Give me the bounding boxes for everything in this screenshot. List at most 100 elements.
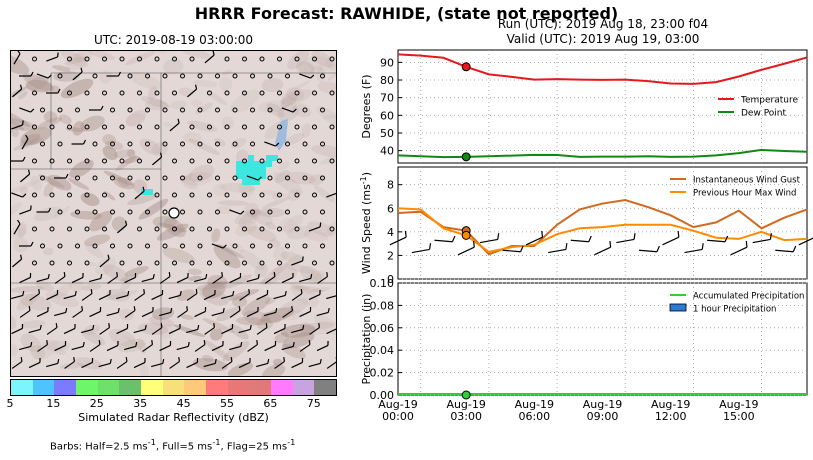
- wind-barb: [134, 289, 146, 301]
- calm-wind-circle: [75, 209, 80, 215]
- barb-feather: [169, 340, 172, 346]
- barb-shaft: [116, 327, 128, 335]
- hourly-wind-barb: [638, 245, 660, 253]
- barb-feather: [28, 306, 31, 311]
- calm-wind-circle: [277, 226, 282, 232]
- wind-barb: [89, 105, 104, 111]
- wind-barb: [46, 323, 58, 335]
- barb-shaft: [299, 277, 311, 283]
- hourly-wind-barb: [594, 240, 612, 256]
- calm-wind-circle: [154, 90, 160, 96]
- radar-reflectivity-map: [10, 50, 337, 377]
- calm-wind-circle: [285, 73, 290, 79]
- calm-wind-circle: [224, 56, 230, 62]
- barb-shaft: [141, 310, 154, 318]
- calm-wind-circle: [172, 158, 177, 164]
- barb-shaft: [98, 293, 111, 301]
- calm-wind-circle: [92, 209, 98, 215]
- terrain-patch: [18, 91, 28, 100]
- reflectivity-cell: [242, 161, 248, 167]
- calm-wind-circle: [110, 243, 115, 249]
- terrain-patch: [229, 324, 249, 340]
- calm-wind-circle: [137, 56, 142, 62]
- barb-feather: [231, 323, 234, 329]
- terrain-patch: [279, 217, 297, 234]
- terrain-patch: [273, 246, 288, 262]
- terrain-patch: [125, 112, 146, 127]
- calm-wind-circle: [207, 90, 212, 96]
- terrain-patch: [60, 51, 89, 68]
- wind-barb: [116, 290, 130, 300]
- calm-wind-circle: [180, 107, 185, 113]
- calm-wind-circle: [84, 90, 90, 96]
- terrain-patch: [217, 200, 249, 206]
- reflectivity-cell: [147, 189, 153, 195]
- wind-barb: [169, 118, 180, 132]
- terrain-patch: [106, 289, 130, 302]
- barb-feather: [56, 289, 59, 295]
- terrain-patch: [123, 156, 141, 164]
- calm-wind-circle: [320, 107, 325, 113]
- wind-barb: [11, 290, 25, 300]
- barb-feather: [143, 289, 146, 294]
- terrain-patch: [152, 307, 175, 321]
- calm-wind-circle: [207, 260, 212, 266]
- barb-feather: [47, 306, 49, 312]
- barb-feather: [214, 358, 217, 364]
- calm-wind-circle: [49, 226, 55, 232]
- terrain-patch: [118, 308, 135, 321]
- y-tick-label: 0.02: [370, 367, 395, 380]
- barb-shaft: [28, 328, 41, 334]
- wind-barb: [168, 323, 181, 335]
- barb-shaft: [389, 236, 407, 246]
- colorbar-segment: [119, 380, 142, 395]
- barb-feather: [256, 340, 259, 345]
- barb-shaft: [152, 156, 162, 166]
- calm-wind-circle: [259, 158, 265, 164]
- barb-shaft: [525, 236, 543, 246]
- colorbar-tick-label: 75: [306, 397, 321, 410]
- barb-feather: [310, 74, 315, 79]
- barb-shaft: [81, 328, 93, 334]
- calm-wind-circle: [102, 226, 107, 232]
- barb-feather: [240, 210, 245, 215]
- terrain-patch: [20, 127, 52, 146]
- calm-wind-circle: [145, 107, 150, 113]
- terrain-patch: [84, 242, 104, 259]
- y-axis-label-text: Wind Speed (ms: [360, 184, 373, 274]
- barb-shaft: [159, 344, 171, 352]
- barb-shaft: [291, 361, 303, 369]
- barb-shaft: [229, 345, 241, 351]
- terrain-patch: [88, 51, 116, 60]
- barb-shaft: [81, 361, 93, 369]
- barb-feather: [520, 245, 524, 253]
- wind-barb: [204, 51, 215, 64]
- wind-barb: [46, 88, 61, 94]
- barb-shaft: [71, 276, 84, 284]
- barb-feather: [107, 254, 110, 260]
- barb-feather: [178, 357, 181, 362]
- barb-shaft: [326, 294, 336, 300]
- barb-shaft: [124, 276, 136, 284]
- terrain-patch: [246, 225, 277, 242]
- terrain-patch: [11, 180, 39, 195]
- barb-feather: [17, 219, 21, 225]
- calm-wind-circle: [32, 90, 37, 96]
- terrain-patch: [327, 69, 336, 82]
- barb-feather: [90, 289, 93, 294]
- barb-shaft: [211, 243, 224, 249]
- barb-shaft: [19, 345, 31, 351]
- terrain-patch: [158, 222, 187, 233]
- terrain-patch: [219, 183, 256, 193]
- calm-wind-circle: [32, 158, 37, 164]
- plot-frame: [397, 166, 808, 280]
- barb-shaft: [238, 361, 251, 369]
- wind-barb: [308, 222, 322, 232]
- barb-feather: [47, 74, 52, 79]
- barb-feather: [196, 357, 199, 363]
- barb-shaft: [11, 294, 23, 300]
- barb-shaft: [194, 277, 206, 283]
- calm-wind-circle: [329, 226, 335, 232]
- x-tick-time-label: 00:00: [382, 410, 414, 423]
- wind-barb: [13, 219, 21, 235]
